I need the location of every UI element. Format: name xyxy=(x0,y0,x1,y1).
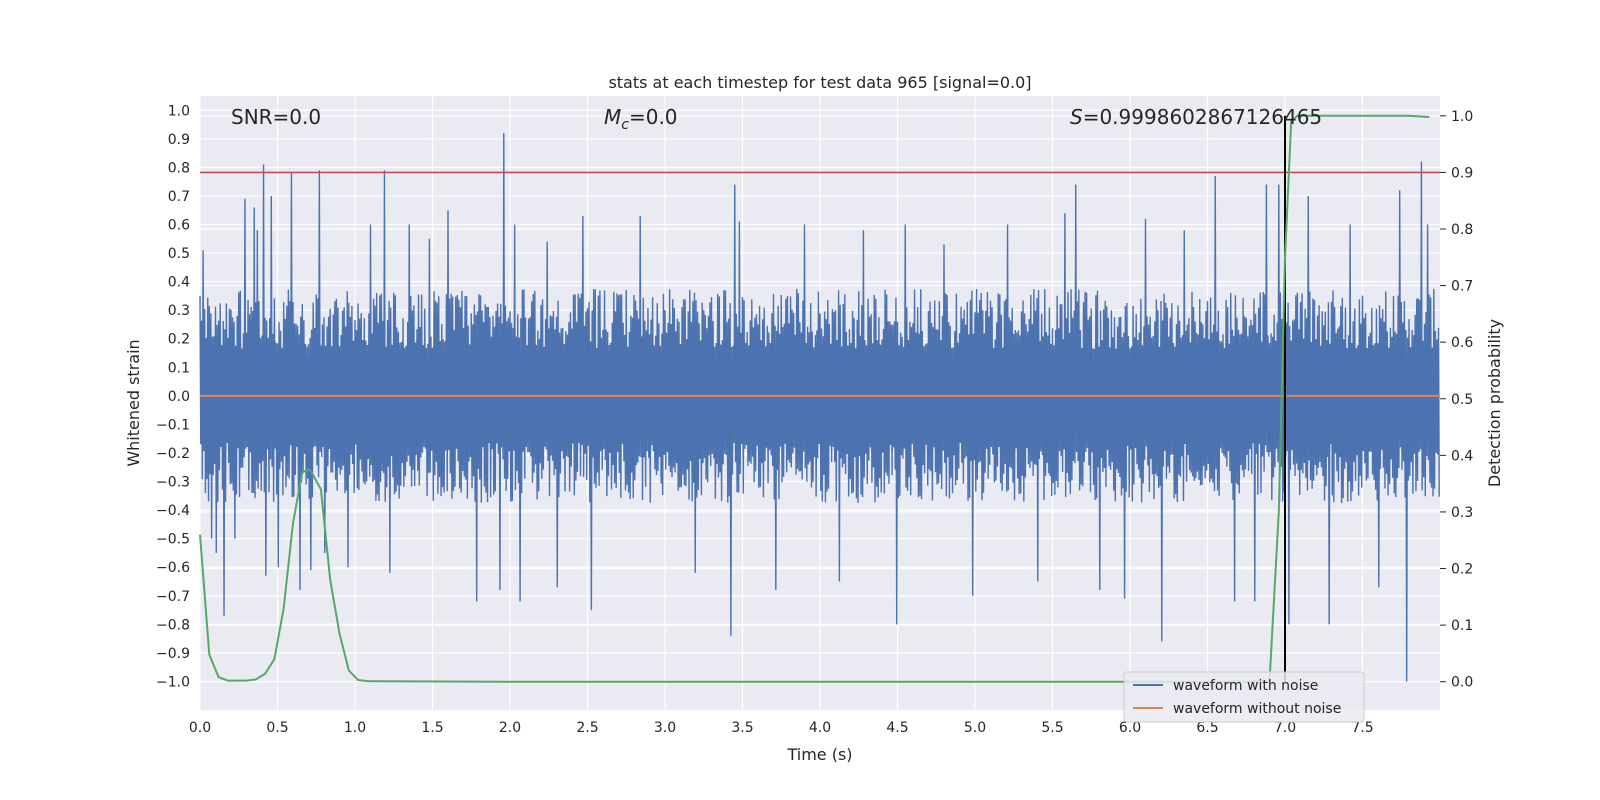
y-tick-label: 0.5 xyxy=(168,246,190,262)
x-tick-label: 1.5 xyxy=(421,720,443,736)
y2-tick-label: 0.4 xyxy=(1451,448,1473,464)
y-tick-label: −0.3 xyxy=(156,475,190,491)
y-axis-label: Whitened strain xyxy=(124,339,143,466)
y-tick-label: −0.7 xyxy=(156,589,190,605)
x-tick-label: 1.0 xyxy=(344,720,366,736)
y2-tick-label: 0.6 xyxy=(1451,335,1473,351)
y-tick-label: −0.8 xyxy=(156,617,190,633)
y2-tick-label: 0.1 xyxy=(1451,618,1473,634)
y2-tick-label: 0.0 xyxy=(1451,675,1473,691)
x-tick-label: 3.0 xyxy=(654,720,676,736)
y-tick-label: −0.2 xyxy=(156,446,190,462)
x-axis-label: Time (s) xyxy=(786,745,852,764)
x-tick-label: 5.0 xyxy=(964,720,986,736)
x-tick-label: 7.0 xyxy=(1274,720,1296,736)
y-axis-ticks: −1.0 −0.9 −0.8 −0.7 −0.6 −0.5 −0.4 −0.3 −0.2 −0.1… xyxy=(156,103,190,690)
x-tick-label: 0.0 xyxy=(189,720,211,736)
y-tick-label: 0.6 xyxy=(168,218,190,234)
chirp-mass-value: =0.0 xyxy=(629,105,678,129)
x-tick-label: 0.5 xyxy=(266,720,288,736)
x-tick-label: 6.0 xyxy=(1119,720,1141,736)
x-tick-label: 2.5 xyxy=(576,720,598,736)
y2-tick-label: 1.0 xyxy=(1451,109,1473,125)
y-tick-label: −0.1 xyxy=(156,417,190,433)
chart-title: stats at each timestep for test data 965… xyxy=(608,73,1031,92)
y-tick-label: −1.0 xyxy=(156,674,190,690)
y2-tick-label: 0.7 xyxy=(1451,279,1473,295)
y2-tick-label: 0.5 xyxy=(1451,392,1473,408)
y-tick-label: −0.5 xyxy=(156,532,190,548)
x-axis-ticks: 0.0 0.5 1.0 1.5 2.0 2.5 3.0 3.5 4.0 4.5 5.0 5.5 6.0 6… xyxy=(189,720,1374,736)
legend-label-clean: waveform without noise xyxy=(1173,701,1341,717)
score-symbol: S xyxy=(1070,105,1083,129)
y-tick-label: 0.7 xyxy=(168,189,190,205)
detection-probability-path xyxy=(199,114,1430,683)
y-tick-label: 0.8 xyxy=(168,160,190,176)
snr-annotation: SNR=0.0 xyxy=(231,105,321,129)
y2-tick-label: 0.9 xyxy=(1451,165,1473,181)
x-tick-label: 6.5 xyxy=(1196,720,1218,736)
legend-label-noise: waveform with noise xyxy=(1173,678,1318,694)
y-tick-label: 0.9 xyxy=(168,132,190,148)
y2-tick-label: 0.2 xyxy=(1451,562,1473,578)
x-tick-label: 4.0 xyxy=(809,720,831,736)
y-tick-label: 1.0 xyxy=(168,103,190,119)
x-tick-label: 2.0 xyxy=(499,720,521,736)
noise-waveform xyxy=(199,133,1440,682)
detection-probability-line xyxy=(199,114,1430,683)
legend: waveform with noise waveform without noi… xyxy=(1123,671,1365,723)
y2-tick-label: 0.8 xyxy=(1451,222,1473,238)
x-tick-label: 4.5 xyxy=(886,720,908,736)
x-tick-label: 3.5 xyxy=(731,720,753,736)
score-value: =0.9998602867126465 xyxy=(1083,105,1322,129)
chirp-mass-subscript: c xyxy=(621,117,629,133)
y-tick-label: 0.3 xyxy=(168,303,190,319)
y-tick-label: 0.1 xyxy=(168,360,190,376)
x-tick-label: 7.5 xyxy=(1351,720,1373,736)
y-tick-label: −0.9 xyxy=(156,646,190,662)
noise-waveform-line xyxy=(199,133,1440,682)
y-tick-label: 0.4 xyxy=(168,275,190,291)
legend-box xyxy=(1123,671,1365,723)
y-tick-label: −0.4 xyxy=(156,503,190,519)
y2-axis-ticks: 0.0 0.1 0.2 0.3 0.4 0.5 0.6 0.7 0.8 0.9 1.0 xyxy=(1440,109,1473,691)
chirp-mass-annotation: Mc=0.0 xyxy=(604,105,678,133)
y-tick-label: −0.6 xyxy=(156,560,190,576)
x-tick-label: 5.5 xyxy=(1041,720,1063,736)
chirp-mass-symbol: M xyxy=(604,105,621,129)
y2-axis-label: Detection probability xyxy=(1485,319,1504,487)
y2-tick-label: 0.3 xyxy=(1451,505,1473,521)
y-tick-label: 0.2 xyxy=(168,332,190,348)
y-tick-label: 0.0 xyxy=(168,389,190,405)
score-annotation: S=0.9998602867126465 xyxy=(1070,105,1322,129)
